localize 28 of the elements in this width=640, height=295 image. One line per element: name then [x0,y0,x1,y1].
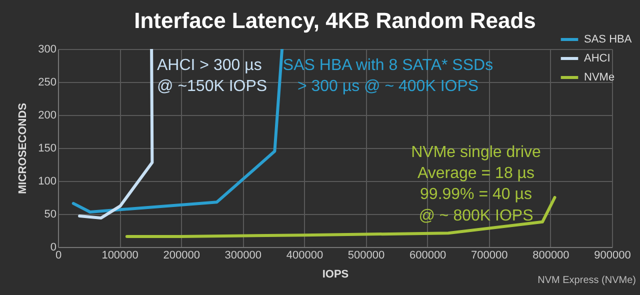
y-tick-label: 300 [38,44,56,56]
y-tick-label: 50 [44,208,56,220]
x-tick-label: 900000 [594,250,631,262]
line-series [72,49,284,214]
y-tick-label: 100 [38,176,56,188]
y-tick-label: 0 [50,242,56,254]
text: NVM Express (NVMe) [538,275,636,286]
x-tick-label: 100000 [102,250,138,262]
x-axis-title: IOPS [322,268,349,280]
x-tick-label: 800000 [532,250,570,262]
x-tick-label: 400000 [286,250,324,262]
y-tick-label: 200 [38,110,56,122]
x-tick-label: 700000 [471,250,508,262]
legend-label: AHCI [584,52,610,64]
y-tick-label: 150 [38,142,56,154]
annotation: NVMe single drive Average = 18 µs 99.99% = 40 µs @ ~ 800K IOPS [411,144,542,224]
x-tick-label: 200000 [163,250,200,262]
chart-title: Interface Latency, 4KB Random Reads [134,8,536,33]
y-axis-title: MICROSECONDS [17,102,30,194]
annotation: AHCI > 300 µs @ ~150K IOPS [157,57,268,96]
x-tick-label: 600000 [409,250,446,262]
legend-label: SAS HBA [584,34,632,46]
x-tick-label: 500000 [348,250,385,262]
legend-label: NVMe [584,72,615,84]
x-tick-label: 300000 [224,250,262,262]
y-tick-label: 250 [38,76,56,88]
annotation: SAS HBA with 8 SATA* SSDs > 300 µs @ ~ 400K IOPS [282,57,494,96]
line-series [78,49,154,220]
